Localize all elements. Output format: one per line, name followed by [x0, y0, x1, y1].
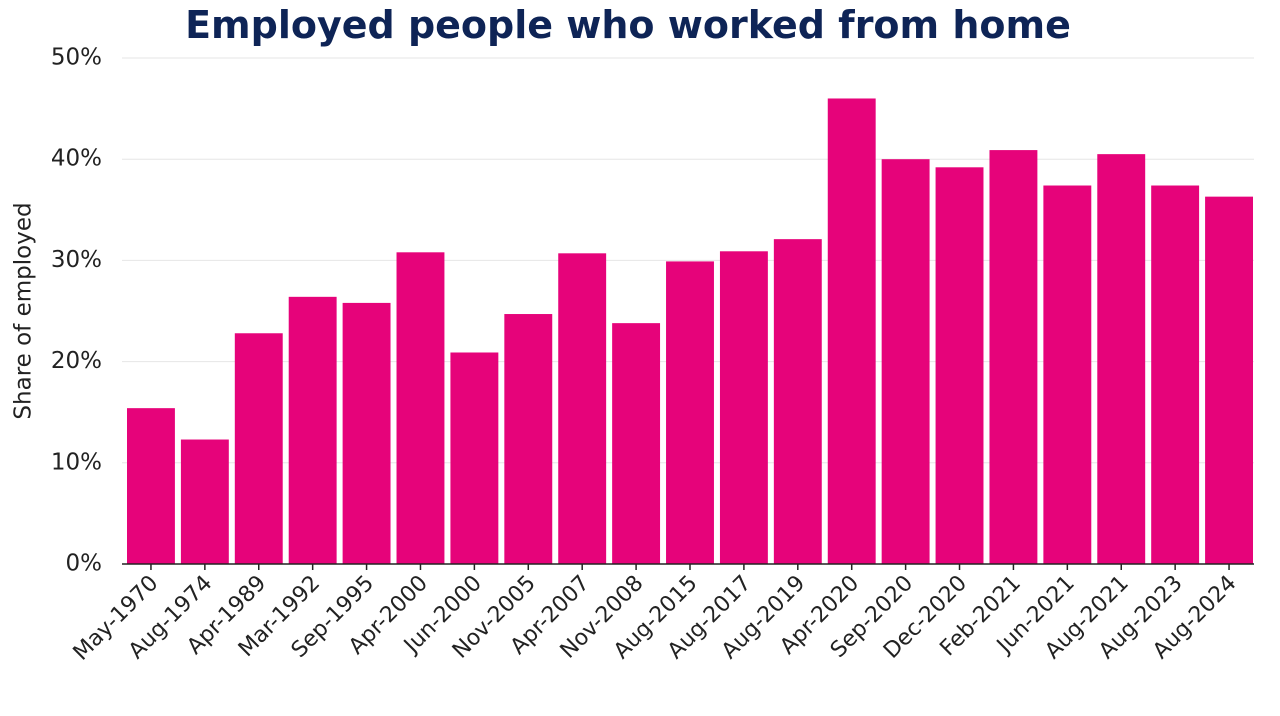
bars	[127, 98, 1253, 565]
y-tick-label: 10%	[51, 449, 102, 475]
y-axis-title: Share of employed	[11, 202, 37, 419]
bar-feb-2021	[989, 150, 1038, 565]
y-tick-labels: 0% 10% 20% 30% 40% 50%	[51, 45, 102, 577]
bar-may-1970	[127, 408, 175, 564]
y-tick-label: 0%	[66, 551, 103, 577]
y-tick-label: 50%	[51, 45, 102, 71]
bar-nov-2008	[612, 323, 661, 564]
bar-apr-2007	[558, 253, 607, 565]
bar-apr-2020	[827, 98, 876, 564]
y-tick-label: 40%	[51, 146, 102, 172]
y-tick-label: 20%	[51, 348, 102, 374]
bar-mar-1992	[288, 296, 337, 564]
bar-jun-2000	[450, 352, 499, 564]
bar-aug-2017	[719, 251, 768, 565]
bar-sep-2020	[881, 159, 930, 564]
bar-aug-1974	[180, 439, 229, 564]
chart-title: Employed people who worked from home	[185, 3, 1071, 47]
y-tick-label: 30%	[51, 247, 102, 273]
bar-sep-1995	[342, 302, 391, 564]
axes	[122, 563, 1254, 570]
bar-apr-2000	[396, 252, 445, 564]
bar-aug-2021	[1097, 154, 1146, 564]
bar-jun-2021	[1043, 185, 1092, 564]
x-tick-labels: May-1970Aug-1974Apr-1989Mar-1992Sep-1995…	[69, 571, 1242, 666]
bar-aug-2015	[666, 261, 714, 564]
bar-nov-2005	[504, 314, 553, 564]
bar-aug-2023	[1151, 185, 1200, 564]
bar-dec-2020	[935, 167, 984, 564]
bar-apr-1989	[234, 333, 283, 564]
bar-aug-2024	[1205, 196, 1253, 565]
bar-aug-2019	[773, 239, 822, 564]
